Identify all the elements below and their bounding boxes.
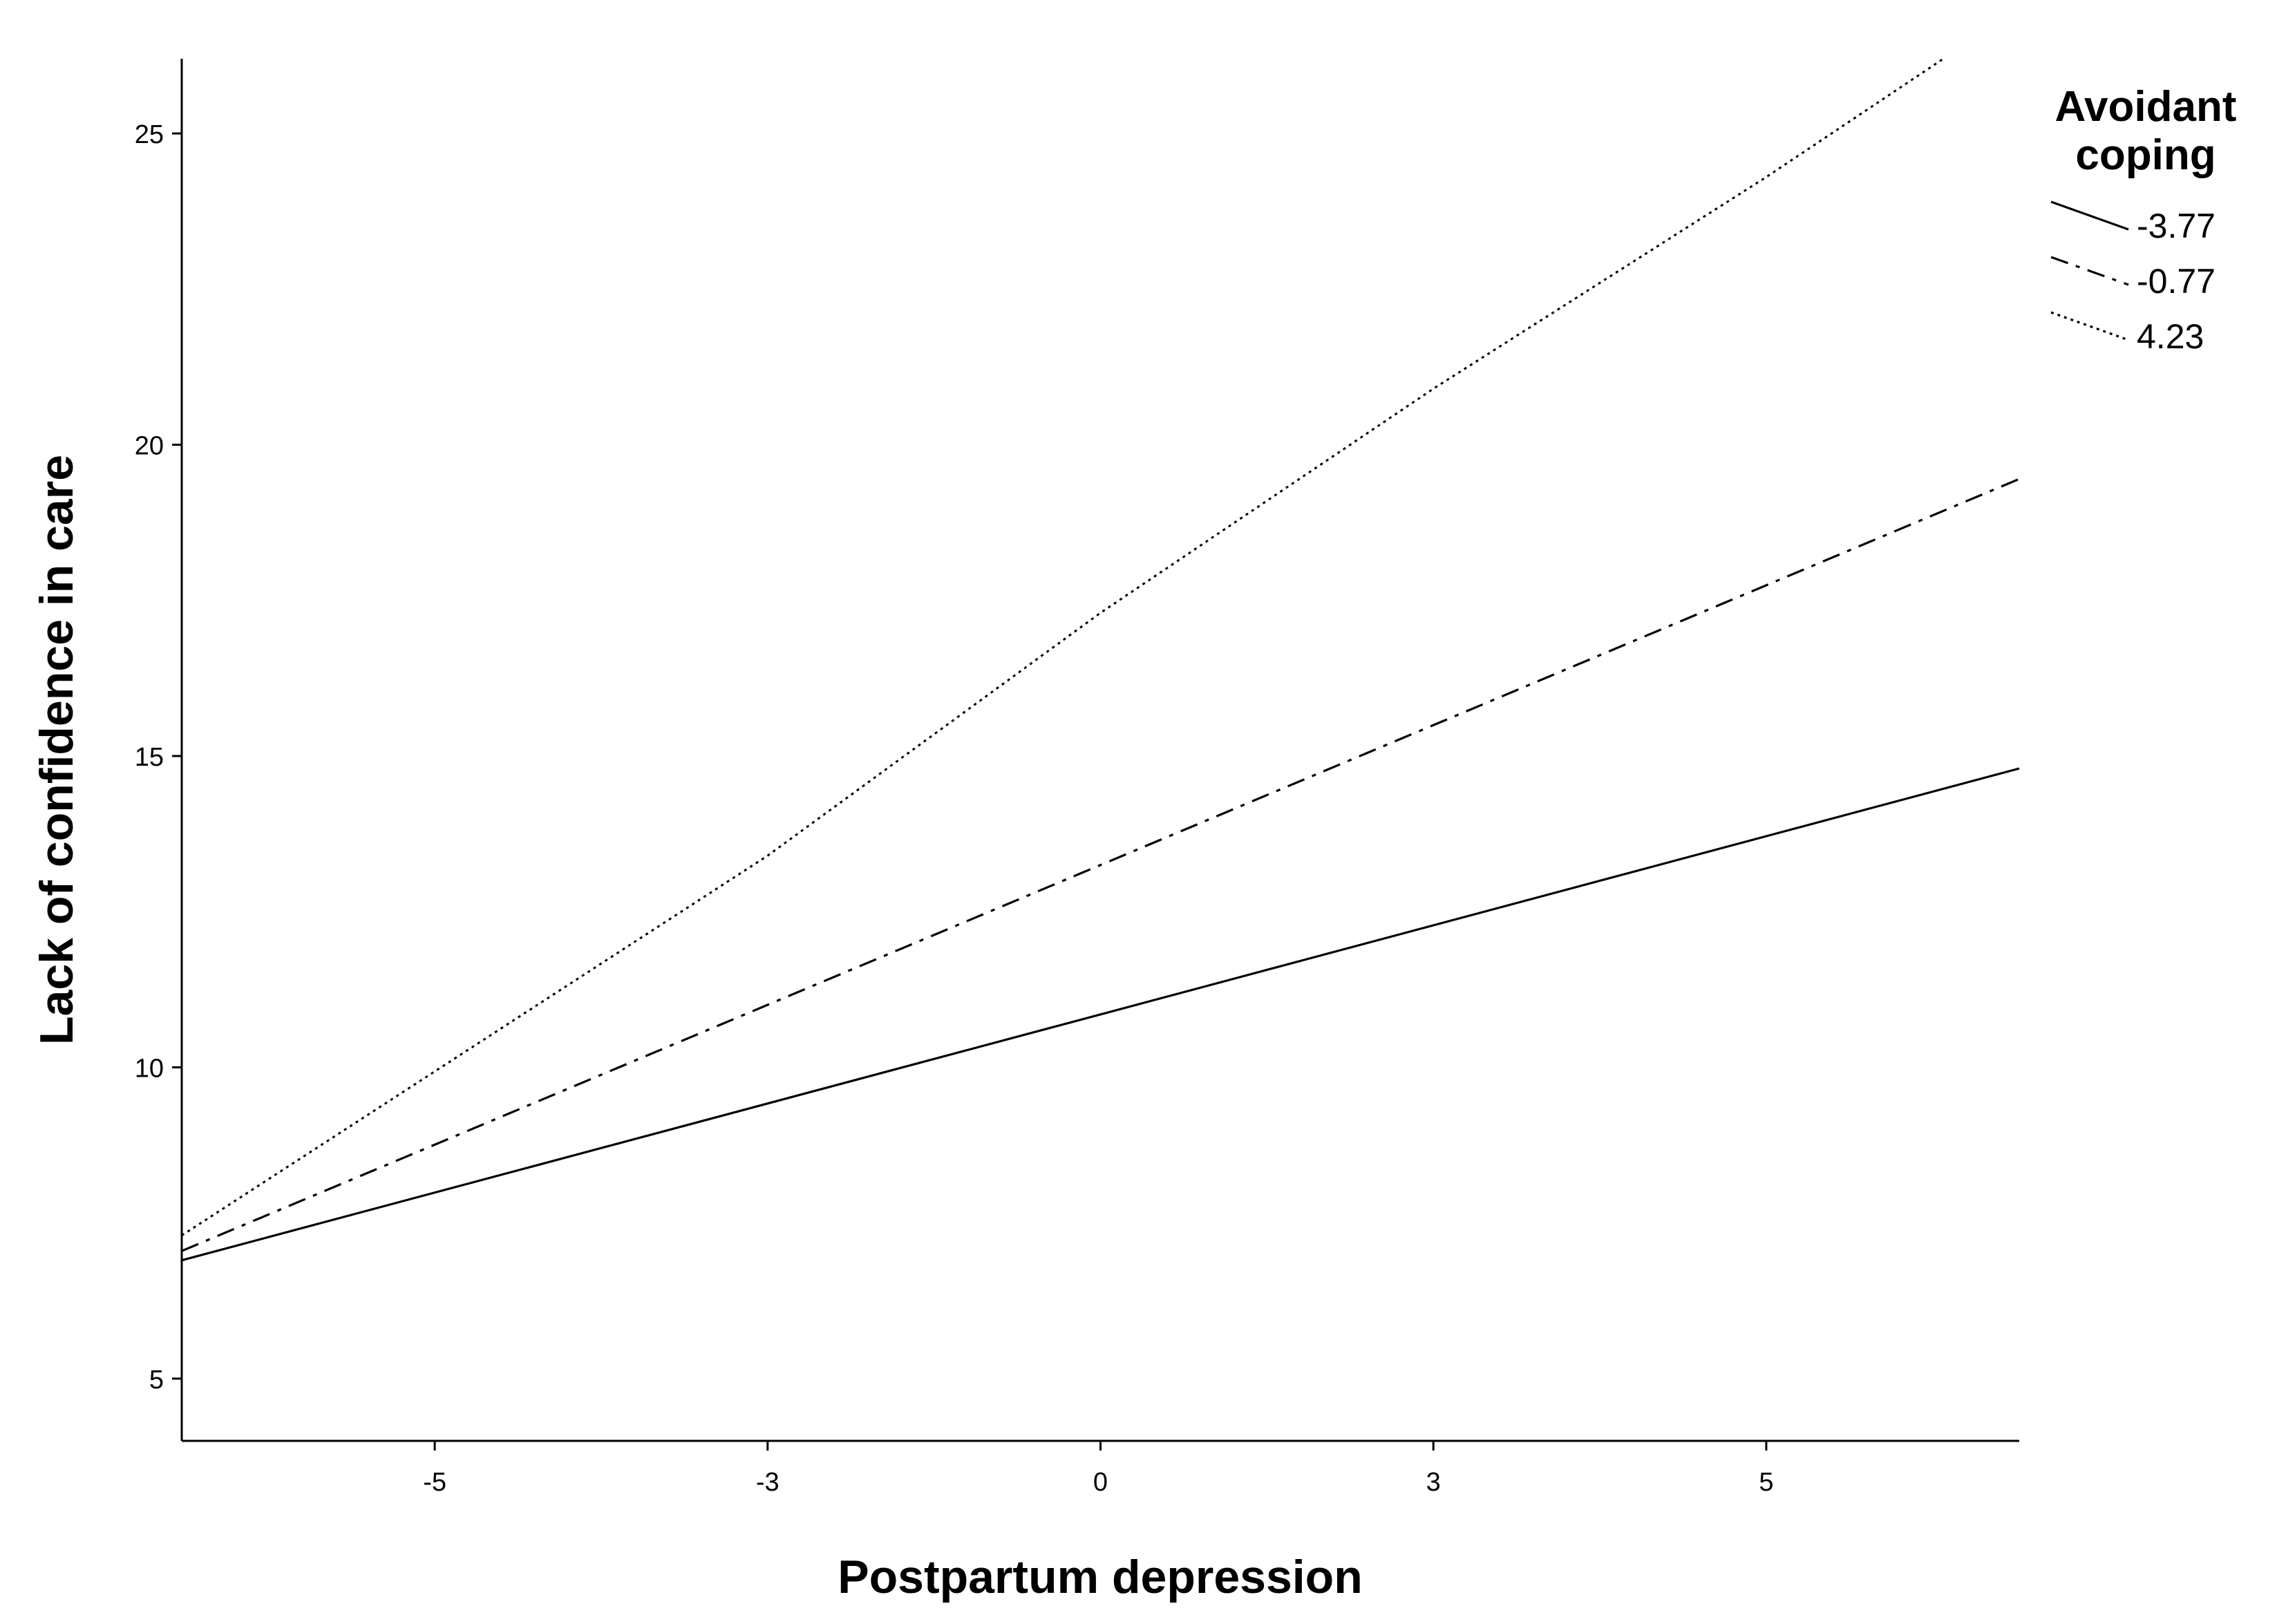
x-tick-label: -3	[756, 1468, 780, 1497]
x-tick-label: 0	[1093, 1468, 1108, 1497]
legend-swatch-1	[2050, 256, 2129, 286]
y-tick-label: 15	[135, 743, 164, 772]
plot-lines	[181, 57, 2020, 1262]
y-tick-label: 10	[135, 1054, 164, 1083]
legend-title-line-1: Avoidant	[2055, 83, 2237, 131]
y-tick-label: 25	[135, 120, 164, 149]
legend-label-2: 4.23	[2137, 317, 2204, 356]
legend-title-line-2: coping	[2075, 131, 2216, 179]
series-line-1	[181, 478, 2020, 1252]
legend: Avoidant coping -3.77 -0.77 4.23	[2050, 83, 2237, 356]
legend-swatch-0	[2050, 200, 2129, 231]
legend-label-0: -3.77	[2137, 207, 2216, 245]
y-tick-label: 20	[135, 432, 164, 461]
legend-label-1: -0.77	[2137, 262, 2216, 301]
legend-items: -3.77 -0.77 4.23	[2050, 200, 2216, 356]
x-axis-title: Postpartum depression	[838, 1551, 1363, 1603]
y-tick-label: 5	[149, 1366, 164, 1395]
series-line-2	[181, 57, 1945, 1236]
x-tick-label: 3	[1426, 1468, 1441, 1497]
x-tick-label: -5	[423, 1468, 446, 1497]
x-tick-label: 5	[1759, 1468, 1773, 1497]
legend-swatch-2	[2050, 311, 2129, 341]
series-line-0	[181, 767, 2020, 1262]
x-ticks: -5 -3 0 3 5	[423, 1441, 1773, 1497]
y-axis-title: Lack of confidence in care	[30, 455, 83, 1045]
y-ticks: 5 10 15 20 25	[135, 120, 182, 1395]
